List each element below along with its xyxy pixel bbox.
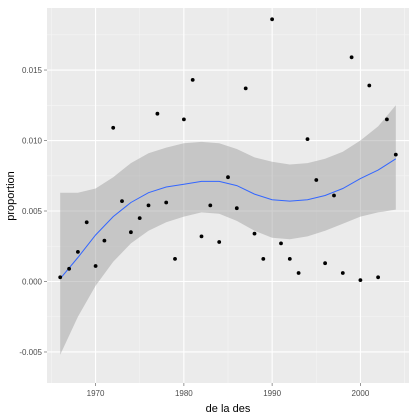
x-tick-label: 1980 [175, 389, 193, 398]
data-point [84, 220, 89, 225]
data-point [261, 257, 266, 261]
data-point [182, 117, 186, 122]
data-point [102, 238, 107, 243]
data-point [173, 257, 177, 261]
data-point [358, 278, 363, 282]
x-tick-label: 1970 [87, 389, 105, 398]
data-point [314, 178, 319, 182]
data-point [296, 271, 301, 275]
data-point [270, 17, 274, 22]
data-point [332, 193, 336, 198]
data-point [111, 125, 116, 130]
y-tick-label: 0.000 [22, 277, 43, 286]
data-point [190, 78, 195, 82]
data-point [340, 271, 345, 275]
data-point [129, 230, 133, 235]
x-tick-label: 2000 [352, 389, 370, 398]
y-tick-label: 0.005 [22, 207, 43, 216]
data-point [226, 175, 230, 180]
y-tick-label: -0.005 [19, 348, 42, 357]
data-point [393, 152, 398, 157]
data-point [287, 257, 292, 261]
data-point [146, 203, 151, 208]
x-tick-label: 1990 [263, 389, 281, 398]
y-tick-label: 0.010 [22, 137, 43, 146]
data-points [58, 17, 398, 282]
data-point [252, 231, 257, 236]
y-axis-title: proportion [5, 171, 17, 221]
data-point [385, 117, 389, 122]
data-point [243, 86, 248, 91]
data-point [217, 240, 222, 244]
confidence-band [60, 105, 396, 355]
x-axis-ticks: 1970 1980 1990 2000 [87, 383, 370, 398]
data-point [58, 275, 63, 280]
data-point [164, 200, 169, 205]
data-point [199, 234, 204, 239]
data-point [76, 250, 80, 254]
smooth-line [59, 158, 397, 280]
data-point [120, 199, 124, 204]
data-point [279, 241, 283, 246]
data-point [155, 111, 160, 116]
y-tick-label: 0.015 [22, 66, 43, 75]
data-point [349, 55, 354, 60]
data-point [305, 137, 310, 142]
data-point [323, 261, 327, 266]
data-point [367, 83, 372, 88]
data-point [234, 206, 239, 211]
data-point [208, 203, 213, 208]
y-axis-ticks: -0.005 0.000 0.005 0.010 0.015 [19, 66, 47, 357]
x-axis-title: de la des [206, 403, 251, 415]
data-point [67, 266, 71, 271]
major-grid [47, 8, 409, 383]
data-point [376, 275, 380, 280]
data-point [93, 264, 98, 268]
data-point [137, 216, 142, 221]
